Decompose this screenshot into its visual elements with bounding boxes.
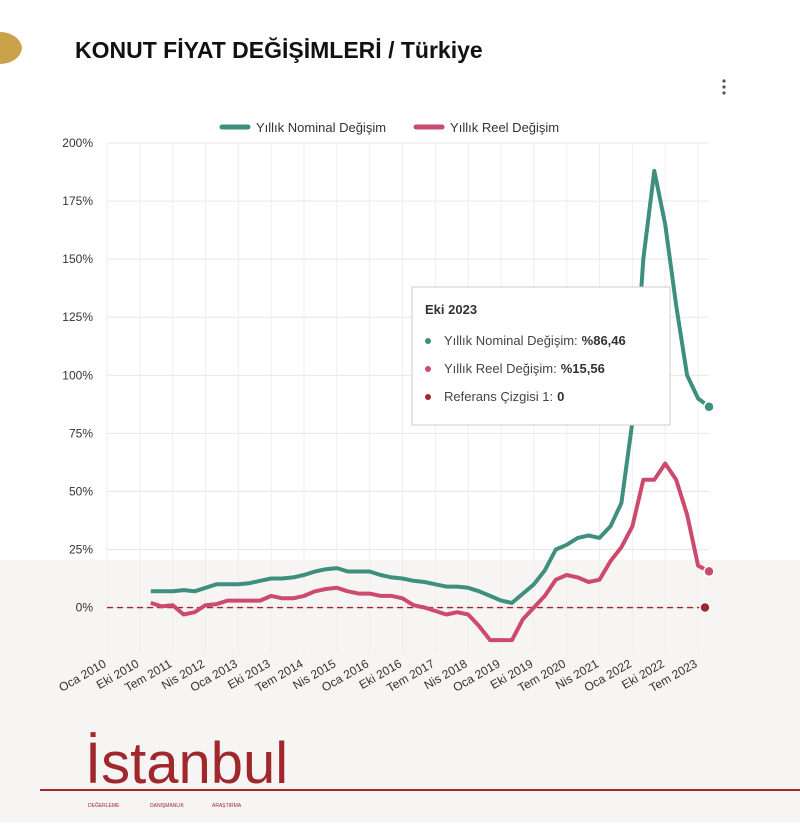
tooltip-label: Referans Çizgisi 1: [444, 389, 553, 404]
y-tick-label: 100% [62, 368, 93, 382]
tooltip-box [411, 286, 671, 426]
tooltip-dot [425, 338, 431, 344]
logo-tagline: DEĞERLEME [88, 802, 120, 809]
tooltip-label: Yıllık Nominal Değişim: [444, 333, 578, 348]
tooltip-title: Eki 2023 [425, 302, 477, 317]
chart-title: KONUT FİYAT DEĞİŞİMLERİ / Türkiye [75, 36, 483, 63]
y-tick-label: 0% [76, 601, 94, 615]
tooltip-dot [425, 366, 431, 372]
series-line [150, 168, 711, 605]
tooltip-label: Yıllık Reel Değişim: [444, 361, 557, 376]
y-tick-label: 200% [62, 136, 93, 150]
logo-tagline: ARAŞTIRMA [212, 803, 242, 809]
y-tick-label: 125% [62, 310, 93, 324]
tooltip-dot [425, 394, 431, 400]
series-line [150, 461, 710, 643]
tooltip-value: %15,56 [561, 361, 605, 376]
end-point [703, 400, 715, 413]
end-point [699, 601, 711, 614]
logo-tagline: DANIŞMANLIK [150, 803, 185, 809]
menu[interactable] [722, 79, 726, 95]
tooltip: Eki 2023 Yıllık Nominal Değişim: %86,46 Yı… [411, 286, 671, 426]
y-tick-label: 150% [62, 252, 93, 266]
y-tick-label: 75% [69, 426, 93, 440]
legend-label: Yıllık Nominal Değişim [256, 120, 386, 135]
y-tick-label: 25% [69, 542, 93, 556]
y-tick-label: 175% [62, 194, 93, 208]
logo-text: İstanbul [85, 731, 288, 796]
y-tick-label: 50% [69, 484, 93, 498]
tooltip-value: %86,46 [582, 333, 626, 348]
tooltip-value: 0 [557, 389, 564, 404]
end-point [703, 565, 715, 578]
legend-label: Yıllık Reel Değişim [450, 120, 559, 135]
skyline-bg [0, 560, 800, 823]
logo-mark [0, 31, 22, 65]
